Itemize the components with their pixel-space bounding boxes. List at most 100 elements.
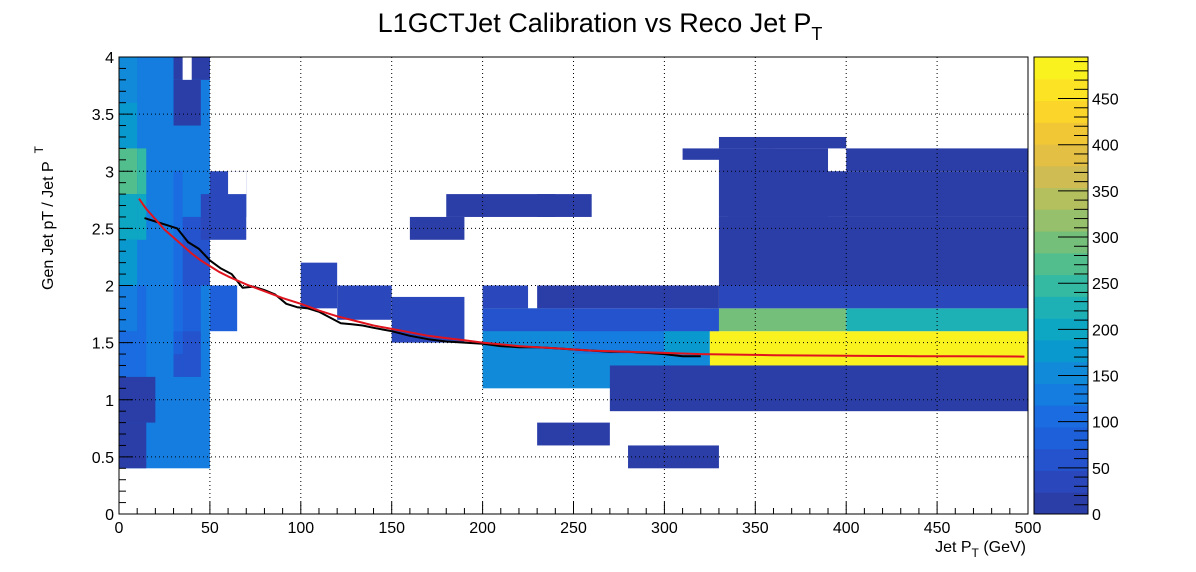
heatmap-cell (182, 285, 201, 332)
heatmap-cell (209, 285, 238, 332)
x-tick-label: 150 (378, 520, 405, 537)
empty-cell (237, 125, 247, 149)
empty-cell (428, 171, 438, 195)
y-tick-label: 3 (105, 164, 114, 181)
empty-cell (318, 468, 329, 492)
z-tick-label: 450 (1092, 92, 1119, 109)
palette-step (1034, 231, 1088, 254)
heatmap-cell (173, 79, 201, 126)
heatmap-cell (446, 194, 556, 217)
palette-step (1034, 383, 1088, 406)
x-tick-label: 450 (924, 520, 951, 537)
palette-step (1034, 470, 1088, 493)
heatmap-cell (482, 308, 719, 332)
heatmap-cell (628, 445, 719, 469)
palette-step (1034, 187, 1088, 210)
y-tick-label: 0 (105, 507, 114, 524)
x-axis-title: Jet PT (GeV) (935, 539, 1026, 560)
x-tick-label: 300 (651, 520, 678, 537)
heatmap-cell (137, 285, 147, 377)
empty-cell (218, 57, 229, 103)
heatmap-cell (337, 285, 392, 320)
palette-step (1034, 361, 1088, 384)
heatmap-cell (609, 365, 1028, 412)
empty-cell (228, 171, 247, 195)
x-tick-label: 0 (115, 520, 124, 537)
x-tick-label: 100 (287, 520, 314, 537)
x-tick-label: 400 (833, 520, 860, 537)
y-tick-label: 2 (105, 279, 114, 296)
heatmap-cell (409, 216, 465, 240)
color-palette (1033, 56, 1089, 515)
x-axis-ticks: 0 50 100 150 200 250 300 350 400 450 500 (115, 502, 1042, 537)
y-axis-title: Gen Jet pT / Jet PT (32, 145, 57, 290)
z-tick-label: 250 (1092, 276, 1119, 293)
palette-step (1034, 492, 1088, 515)
heatmap-cell (846, 148, 1028, 172)
palette-step (1034, 78, 1088, 102)
palette-step (1034, 165, 1088, 189)
z-tick-label: 50 (1092, 461, 1110, 478)
palette-step (1034, 144, 1088, 167)
x-tick-label: 350 (742, 520, 769, 537)
empty-cell (355, 148, 374, 172)
y-tick-label: 2.5 (92, 221, 114, 238)
heatmap-cell (682, 148, 774, 160)
heatmap-cell (537, 422, 610, 446)
empty-cell (255, 468, 274, 514)
heatmap-cell (173, 285, 183, 332)
y-tick-label: 1.5 (92, 336, 114, 353)
x-tick-label: 500 (1015, 520, 1042, 537)
palette-step (1034, 274, 1088, 297)
y-tick-label: 3.5 (92, 107, 114, 124)
palette-step (1034, 100, 1088, 123)
heatmap-cells (119, 57, 1028, 469)
palette-step (1034, 209, 1088, 232)
heatmap-cell (709, 308, 847, 332)
heatmap-cell (137, 194, 147, 240)
palette-step (1034, 405, 1088, 428)
z-tick-label: 200 (1092, 322, 1119, 339)
empty-cell (273, 194, 283, 217)
heatmap-cell (846, 308, 1028, 332)
series-line (138, 198, 1025, 358)
y-tick-label: 0.5 (92, 450, 114, 467)
empty-cells (182, 57, 438, 514)
y-axis-ticks: 0 0.5 1 1.5 2 2.5 3 3.5 4 (92, 50, 133, 524)
y-tick-label: 1 (105, 393, 114, 410)
heatmap-cell (718, 136, 847, 149)
heatmap-cell (173, 331, 183, 355)
x-tick-label: 50 (201, 520, 219, 537)
grid-lines (119, 57, 1028, 514)
x-tick-label: 250 (560, 520, 587, 537)
palette-step (1034, 426, 1088, 450)
empty-cell (246, 57, 265, 103)
empty-cell (291, 171, 301, 195)
fit-curves (138, 198, 1025, 358)
palette-step (1034, 296, 1088, 319)
z-tick-label: 300 (1092, 230, 1119, 247)
z-tick-label: 100 (1092, 415, 1119, 432)
palette-step (1034, 339, 1088, 363)
z-tick-label: 400 (1092, 138, 1119, 155)
heatmap-cell (537, 285, 719, 309)
heatmap-cell (173, 354, 183, 377)
empty-cell (400, 422, 419, 446)
z-axis-ticks: 0 50 100 150 200 250 300 350 400 450 (1058, 61, 1119, 524)
heatmap-cell (718, 285, 1028, 309)
heatmap-cell (182, 331, 201, 377)
palette-step (1034, 57, 1088, 80)
palette-step (1034, 252, 1088, 276)
z-tick-label: 150 (1092, 369, 1119, 386)
palette-step (1034, 448, 1088, 471)
empty-cell (209, 468, 229, 514)
empty-cell (246, 422, 256, 446)
x-tick-label: 200 (469, 520, 496, 537)
empty-cell (282, 468, 301, 514)
z-tick-label: 350 (1092, 184, 1119, 201)
empty-cell (264, 148, 274, 172)
heatmap-cell (718, 216, 1028, 286)
empty-cell (428, 468, 438, 492)
